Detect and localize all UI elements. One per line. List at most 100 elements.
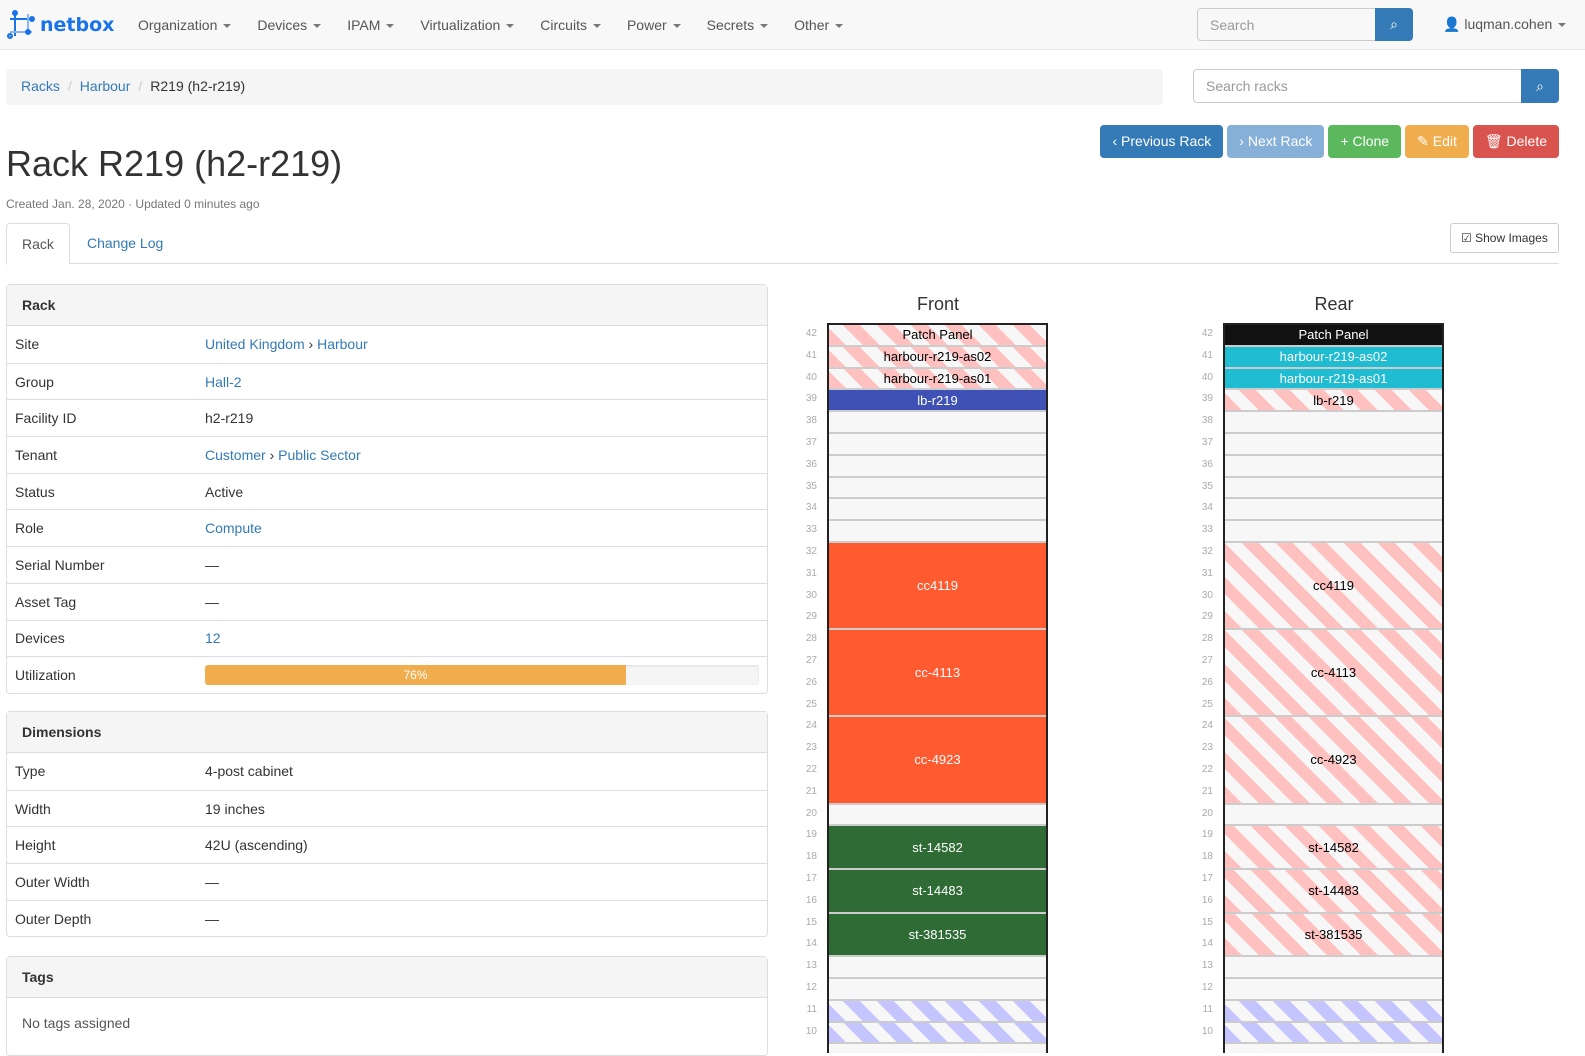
- unit-label: 31: [805, 567, 817, 579]
- device-cc-4923[interactable]: cc-4923: [829, 717, 1046, 805]
- panel-heading: Rack: [7, 285, 767, 326]
- menu-ipam[interactable]: IPAM: [334, 0, 407, 50]
- empty-unit[interactable]: [1225, 957, 1442, 979]
- unit-label: 22: [805, 764, 817, 775]
- button-label: Next Rack: [1247, 133, 1313, 149]
- row-key: Status: [15, 483, 55, 500]
- device-Patch Panel[interactable]: Patch Panel: [829, 325, 1046, 347]
- tab-change-log[interactable]: Change Log: [87, 235, 164, 251]
- show-images-button[interactable]: ☑ Show Images: [1450, 223, 1559, 253]
- empty-unit[interactable]: [829, 434, 1046, 456]
- empty-unit[interactable]: [829, 805, 1046, 827]
- rear-title: Rear: [1314, 294, 1354, 314]
- empty-unit[interactable]: [1225, 456, 1442, 478]
- value-link[interactable]: Public Sector: [278, 446, 361, 463]
- unit-label: 14: [805, 938, 817, 950]
- empty-unit[interactable]: [829, 456, 1046, 478]
- value-link[interactable]: Hall-2: [205, 373, 242, 390]
- reserved-unit[interactable]: [1225, 1022, 1442, 1045]
- device-lb-r219[interactable]: lb-r219: [1225, 390, 1442, 413]
- empty-unit[interactable]: [829, 499, 1046, 522]
- device-name: harbour-r219-as02: [1279, 349, 1388, 365]
- unit-label: 34: [805, 502, 817, 514]
- empty-unit[interactable]: [829, 478, 1046, 500]
- device-cc-4923[interactable]: cc-4923: [1225, 717, 1442, 805]
- empty-unit[interactable]: [1225, 412, 1442, 434]
- search-racks-input[interactable]: Search racks: [1193, 69, 1522, 103]
- user-menu[interactable]: 👤 luqman.cohen: [1443, 16, 1567, 33]
- device-name: cc-4923: [914, 752, 961, 768]
- device-harbour-r219-as01[interactable]: harbour-r219-as01: [1225, 368, 1442, 391]
- menu-secrets[interactable]: Secrets: [694, 0, 781, 50]
- value-link[interactable]: Customer: [205, 446, 266, 463]
- search-input[interactable]: Search: [1197, 8, 1376, 41]
- menu-power[interactable]: Power: [614, 0, 694, 50]
- device-lb-r219[interactable]: lb-r219: [829, 390, 1046, 413]
- row-value: h2-r219: [205, 410, 253, 426]
- empty-unit[interactable]: [1225, 979, 1442, 1001]
- device-name: st-381535: [1304, 926, 1363, 942]
- device-harbour-r219-as02[interactable]: harbour-r219-as02: [1225, 346, 1442, 369]
- previous-rack-button[interactable]: ‹ Previous Rack: [1100, 125, 1224, 158]
- value-link[interactable]: United Kingdom: [205, 336, 305, 353]
- device-st-14582[interactable]: st-14582: [1225, 826, 1442, 870]
- netbox-logo[interactable]: netbox: [6, 10, 114, 40]
- row-key: Type: [15, 763, 46, 780]
- menu-circuits[interactable]: Circuits: [527, 0, 614, 50]
- tab-rack[interactable]: Rack: [6, 223, 70, 265]
- row-key: Asset Tag: [15, 593, 77, 610]
- breadcrumb-harbour[interactable]: Harbour: [79, 78, 131, 94]
- reserved-unit[interactable]: [829, 1000, 1046, 1023]
- value-link[interactable]: 12: [205, 630, 221, 647]
- unit-label: 19: [805, 829, 817, 841]
- device-st-381535[interactable]: st-381535: [829, 913, 1046, 958]
- device-st-14582[interactable]: st-14582: [829, 826, 1046, 870]
- device-harbour-r219-as01[interactable]: harbour-r219-as01: [829, 368, 1046, 391]
- empty-unit[interactable]: [1225, 521, 1442, 543]
- empty-unit[interactable]: [829, 521, 1046, 543]
- delete-button[interactable]: 🗑 Delete: [1472, 125, 1559, 158]
- unit-label: 35: [1201, 480, 1213, 492]
- search-button[interactable]: ⌕: [1375, 8, 1413, 41]
- device-harbour-r219-as02[interactable]: harbour-r219-as02: [829, 346, 1046, 369]
- unit-label: 42: [805, 328, 817, 339]
- device-cc-4113[interactable]: cc-4113: [1225, 630, 1442, 718]
- device-name: cc4119: [1313, 578, 1354, 594]
- unit-label: 24: [805, 720, 817, 732]
- menu-other[interactable]: Other: [781, 0, 856, 50]
- empty-unit[interactable]: [1225, 1044, 1442, 1053]
- search-icon: ⌕: [1536, 78, 1544, 94]
- value-link[interactable]: Harbour: [317, 336, 368, 353]
- empty-unit[interactable]: [1225, 434, 1442, 456]
- device-cc4119[interactable]: cc4119: [1225, 543, 1442, 631]
- menu-devices[interactable]: Devices: [244, 0, 334, 50]
- device-st-14483[interactable]: st-14483: [1225, 870, 1442, 914]
- device-st-14483[interactable]: st-14483: [829, 870, 1046, 914]
- menu-label: Virtualization: [420, 17, 501, 33]
- empty-unit[interactable]: [1225, 499, 1442, 522]
- reserved-unit[interactable]: [1225, 1000, 1442, 1023]
- next-rack-button[interactable]: › Next Rack: [1227, 125, 1325, 158]
- menu-virtualization[interactable]: Virtualization: [407, 0, 527, 50]
- device-cc-4113[interactable]: cc-4113: [829, 630, 1046, 718]
- chevron-down-icon: [672, 24, 681, 29]
- device-Patch Panel[interactable]: Patch Panel: [1225, 325, 1442, 347]
- value-link[interactable]: Compute: [205, 520, 262, 537]
- clone-button[interactable]: + Clone: [1328, 125, 1402, 158]
- row-facility-id: Facility ID h2-r219: [7, 399, 767, 436]
- menu-organization[interactable]: Organization: [125, 0, 244, 50]
- device-cc4119[interactable]: cc4119: [829, 543, 1046, 631]
- empty-unit[interactable]: [829, 412, 1046, 434]
- breadcrumb-racks[interactable]: Racks: [21, 78, 60, 94]
- search-racks-button[interactable]: ⌕: [1521, 69, 1559, 103]
- chevron-right-icon: ›: [304, 336, 318, 353]
- edit-button[interactable]: ✎ Edit: [1405, 125, 1469, 158]
- empty-unit[interactable]: [1225, 805, 1442, 827]
- reserved-unit[interactable]: [829, 1022, 1046, 1045]
- empty-unit[interactable]: [1225, 478, 1442, 500]
- device-st-381535[interactable]: st-381535: [1225, 913, 1442, 958]
- empty-unit[interactable]: [829, 957, 1046, 979]
- empty-unit[interactable]: [829, 979, 1046, 1001]
- empty-unit[interactable]: [829, 1044, 1046, 1053]
- device-name: st-14483: [912, 883, 963, 899]
